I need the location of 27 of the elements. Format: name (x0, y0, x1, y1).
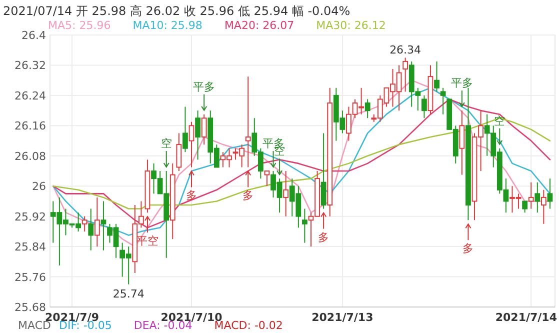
annotation: 多 (242, 189, 254, 202)
annotation: 平多 (193, 80, 216, 94)
x-tick-label: 2021/7/13 (312, 311, 374, 324)
annotation: 多 (318, 230, 330, 244)
y-tick-label: 26.16 (14, 120, 46, 133)
y-tick-label: 26.24 (14, 89, 46, 102)
y-tick-label: 25.68 (14, 301, 46, 314)
annotation: 25.74 (112, 287, 144, 300)
y-tick-label: 25.76 (14, 270, 46, 284)
annotation: 平多 (450, 76, 473, 90)
y-tick-label: 26.32 (14, 59, 46, 72)
annotation: 26.34 (390, 44, 422, 57)
y-tick-label: 26 (32, 180, 46, 194)
annotation: 多 (462, 242, 474, 256)
text: MA10: 25.98 (132, 19, 202, 32)
y-tick-label: 26.08 (14, 150, 46, 163)
y-tick-label: 25.92 (14, 210, 46, 224)
annotation: 多 (186, 189, 197, 202)
chart-title: 2021/07/14 开 25.98 高 26.02 收 25.96 低 25.94 幅 -0.04% (3, 4, 350, 18)
text: MA20: 26.07 (224, 19, 294, 32)
text: MA30: 26.12 (316, 19, 386, 32)
y-tick-label: 26.4 (22, 29, 46, 42)
annotation: 空 (160, 137, 172, 150)
text: MA5: 25.96 (48, 19, 111, 32)
line-series (52, 117, 551, 210)
y-tick-label: 25.84 (14, 240, 46, 254)
x-tick-label: 2021/7/14 (495, 311, 558, 324)
